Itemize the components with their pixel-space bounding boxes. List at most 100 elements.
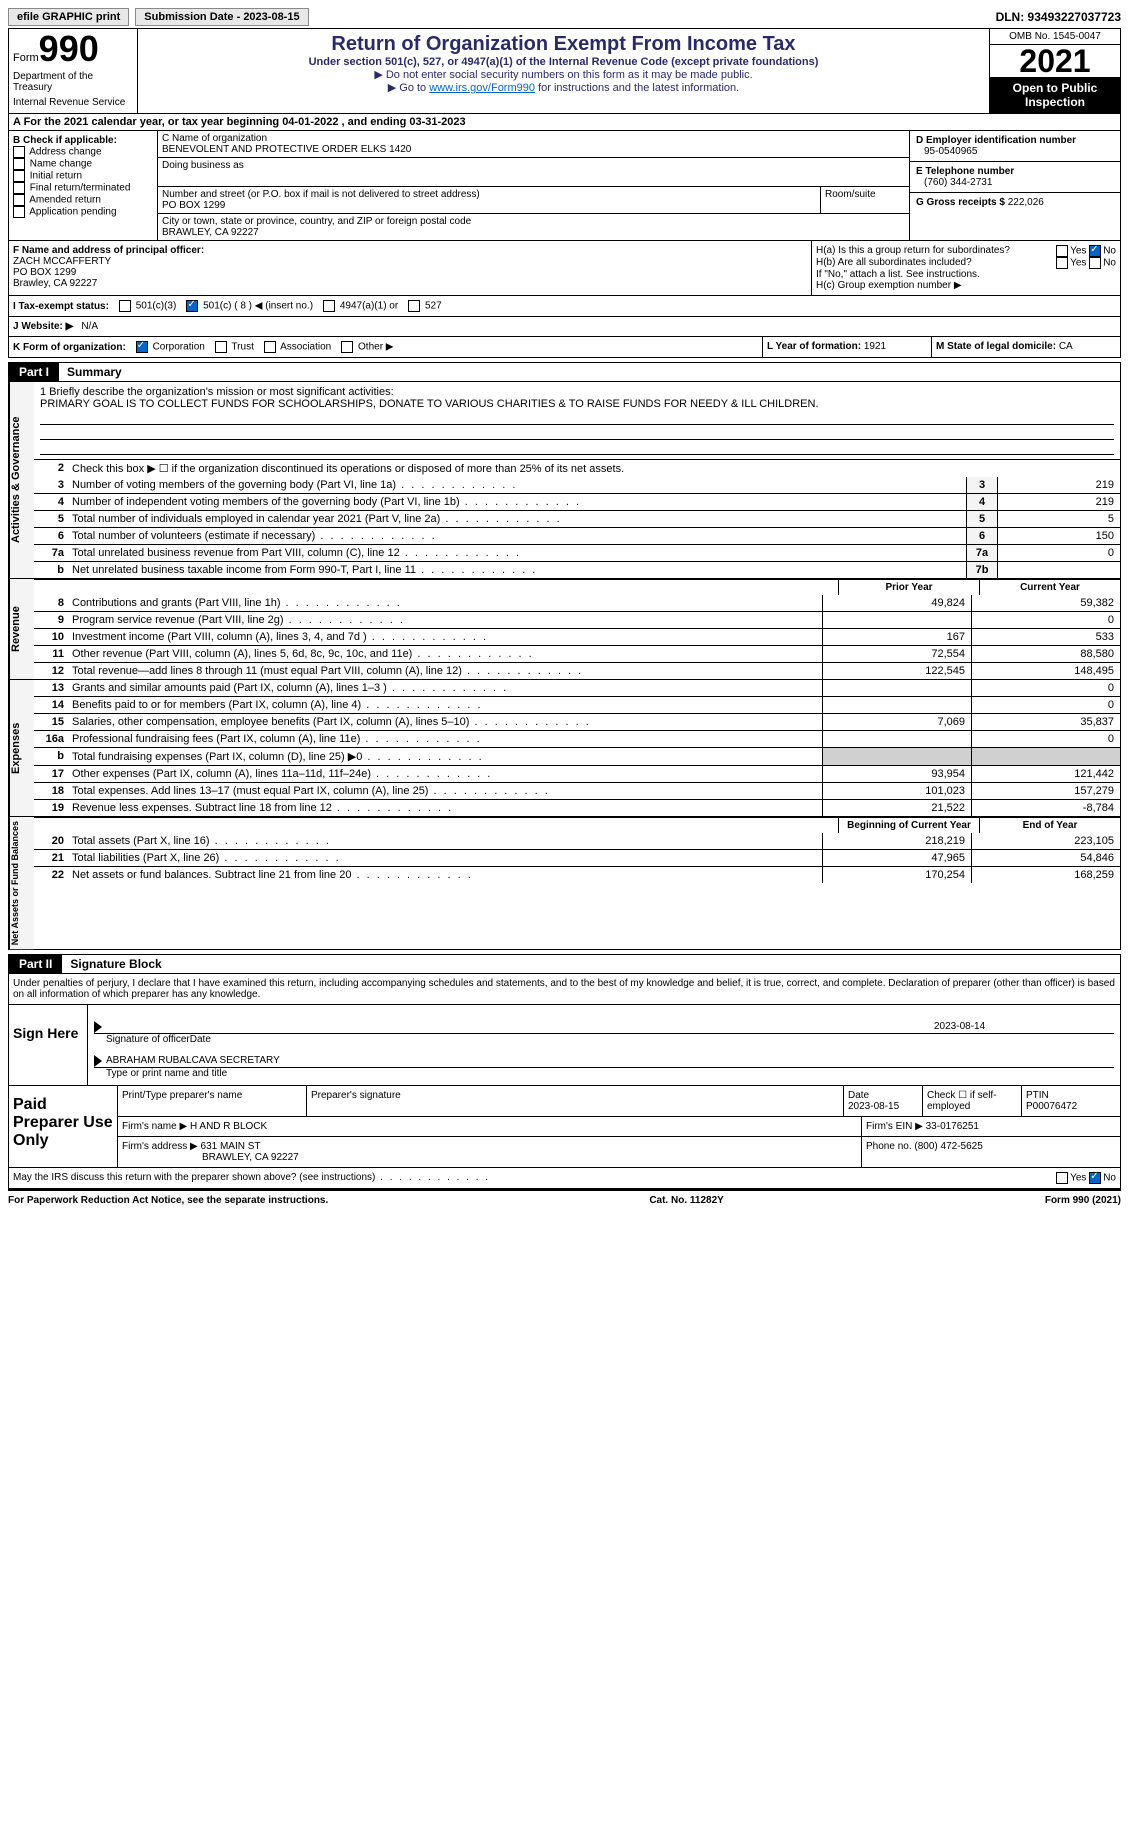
year-formation: 1921	[864, 341, 886, 352]
d-label: D Employer identification number	[916, 135, 1114, 146]
ein-value: 95-0540965	[916, 146, 1114, 157]
dln-text: DLN: 93493227037723	[996, 10, 1121, 24]
officer-street: PO BOX 1299	[13, 267, 807, 278]
line2-desc: Check this box ▶ ☐ if the organization d…	[68, 460, 1120, 477]
form990-link[interactable]: www.irs.gov/Form990	[429, 82, 535, 94]
discuss-row: May the IRS discuss this return with the…	[8, 1168, 1121, 1189]
arrow-icon	[94, 1055, 102, 1067]
paid-preparer-label: Paid Preparer Use Only	[9, 1086, 118, 1167]
hb-yes-checkbox[interactable]	[1056, 257, 1068, 269]
c-name-label: C Name of organization	[162, 133, 905, 144]
table-row: bTotal fundraising expenses (Part IX, co…	[34, 747, 1120, 765]
submission-button[interactable]: Submission Date - 2023-08-15	[135, 8, 308, 26]
part2-label: Part II	[9, 955, 62, 973]
top-bar: efile GRAPHIC print Submission Date - 20…	[8, 8, 1121, 26]
corp-checkbox[interactable]	[136, 341, 148, 353]
table-row: bNet unrelated business taxable income f…	[34, 561, 1120, 578]
discuss-no-checkbox[interactable]	[1089, 1172, 1101, 1184]
expenses-section: Expenses 13Grants and similar amounts pa…	[8, 680, 1121, 817]
4947-checkbox[interactable]	[323, 300, 335, 312]
firm-ein-value: 33-0176251	[926, 1121, 979, 1132]
sig-date-value: 2023-08-14	[934, 1021, 1114, 1033]
ssn-note: ▶ Do not enter social security numbers o…	[142, 68, 985, 81]
527-checkbox[interactable]	[408, 300, 420, 312]
table-row: 3Number of voting members of the governi…	[34, 477, 1120, 493]
sig-date-label: Date	[190, 1034, 211, 1045]
amended-return-checkbox[interactable]	[13, 194, 25, 206]
part1-title: Summary	[59, 363, 130, 381]
table-row: 7aTotal unrelated business revenue from …	[34, 544, 1120, 561]
e-label: E Telephone number	[916, 166, 1114, 177]
initial-return-checkbox[interactable]	[13, 170, 25, 182]
officer-name-value: ABRAHAM RUBALCAVA SECRETARY	[106, 1055, 1114, 1067]
final-return-checkbox[interactable]	[13, 182, 25, 194]
501c3-checkbox[interactable]	[119, 300, 131, 312]
g-label: G Gross receipts $	[916, 197, 1005, 208]
city-label: City or town, state or province, country…	[162, 216, 905, 227]
part1-header: Part I Summary	[8, 362, 1121, 382]
other-checkbox[interactable]	[341, 341, 353, 353]
name-change-checkbox[interactable]	[13, 158, 25, 170]
app-pending-checkbox[interactable]	[13, 206, 25, 218]
table-row: 18Total expenses. Add lines 13–17 (must …	[34, 782, 1120, 799]
arrow-icon	[94, 1021, 102, 1033]
form-header: Form990 Department of the Treasury Inter…	[8, 28, 1121, 114]
dept-text: Department of the Treasury	[13, 71, 133, 93]
paid-preparer-block: Paid Preparer Use Only Print/Type prepar…	[8, 1086, 1121, 1168]
form-title: Return of Organization Exempt From Incom…	[142, 33, 985, 56]
footer-right: Form 990 (2021)	[1045, 1195, 1121, 1206]
table-row: 17Other expenses (Part IX, column (A), l…	[34, 765, 1120, 782]
part1-label: Part I	[9, 363, 59, 381]
part2-title: Signature Block	[62, 955, 169, 973]
j-label: J Website: ▶	[13, 321, 73, 332]
firm-phone-value: (800) 472-5625	[914, 1141, 982, 1152]
room-label: Room/suite	[821, 187, 909, 213]
c-name-value: BENEVOLENT AND PROTECTIVE ORDER ELKS 142…	[162, 144, 905, 155]
begin-year-header: Beginning of Current Year	[838, 818, 979, 833]
table-row: 12Total revenue—add lines 8 through 11 (…	[34, 662, 1120, 679]
footer-left: For Paperwork Reduction Act Notice, see …	[8, 1195, 328, 1206]
assoc-checkbox[interactable]	[264, 341, 276, 353]
end-year-header: End of Year	[979, 818, 1120, 833]
current-year-header: Current Year	[979, 580, 1120, 595]
hc-label: H(c) Group exemption number ▶	[816, 280, 1116, 291]
street-label: Number and street (or P.O. box if mail i…	[162, 189, 816, 200]
net-side-label: Net Assets or Fund Balances	[9, 817, 34, 949]
efile-button[interactable]: efile GRAPHIC print	[8, 8, 129, 26]
self-employed-check: Check ☐ if self-employed	[923, 1086, 1022, 1116]
hb-label: H(b) Are all subordinates included?	[816, 257, 972, 269]
net-assets-section: Net Assets or Fund Balances Beginning of…	[8, 817, 1121, 950]
f-label: F Name and address of principal officer:	[13, 245, 807, 256]
hb-no-checkbox[interactable]	[1089, 257, 1101, 269]
table-row: 8Contributions and grants (Part VIII, li…	[34, 595, 1120, 611]
open-public-badge: Open to Public Inspection	[990, 77, 1120, 113]
trust-checkbox[interactable]	[215, 341, 227, 353]
k-label: K Form of organization:	[13, 342, 126, 353]
table-row: 10Investment income (Part VIII, column (…	[34, 628, 1120, 645]
ha-no-checkbox[interactable]	[1089, 245, 1101, 257]
tax-status-row: I Tax-exempt status: 501(c)(3) 501(c) ( …	[8, 296, 1121, 317]
website-value: N/A	[81, 321, 98, 332]
ha-yes-checkbox[interactable]	[1056, 245, 1068, 257]
part2-header: Part II Signature Block	[8, 954, 1121, 974]
street-value: PO BOX 1299	[162, 200, 816, 211]
preparer-sig-label: Preparer's signature	[307, 1086, 844, 1116]
print-name-label: Print/Type preparer's name	[118, 1086, 307, 1116]
activities-governance-section: Activities & Governance 1 Briefly descri…	[8, 382, 1121, 579]
discuss-yes-checkbox[interactable]	[1056, 1172, 1068, 1184]
prior-year-header: Prior Year	[838, 580, 979, 595]
phone-value: (760) 344-2731	[916, 177, 1114, 188]
table-row: 6Total number of volunteers (estimate if…	[34, 527, 1120, 544]
firm-addr-value: 631 MAIN ST	[201, 1141, 261, 1152]
form-subtitle: Under section 501(c), 527, or 4947(a)(1)…	[142, 56, 985, 68]
table-row: 11Other revenue (Part VIII, column (A), …	[34, 645, 1120, 662]
table-row: 15Salaries, other compensation, employee…	[34, 713, 1120, 730]
address-change-checkbox[interactable]	[13, 146, 25, 158]
city-value: BRAWLEY, CA 92227	[162, 227, 905, 238]
tax-year: 2021	[990, 45, 1120, 77]
b-label: B Check if applicable:	[13, 135, 153, 146]
irs-text: Internal Revenue Service	[13, 97, 133, 108]
firm-name-value: H AND R BLOCK	[190, 1121, 267, 1132]
501c-checkbox[interactable]	[186, 300, 198, 312]
table-row: 13Grants and similar amounts paid (Part …	[34, 680, 1120, 696]
